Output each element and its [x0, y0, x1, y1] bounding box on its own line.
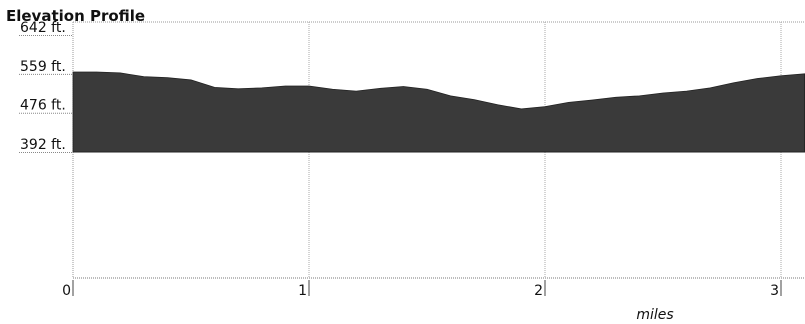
- y-tick-label: 559 ft.: [20, 59, 66, 75]
- x-tick-label: 1: [298, 283, 307, 299]
- chart-title: Elevation Profile: [6, 7, 146, 25]
- x-tick-label: 3: [770, 283, 779, 299]
- elevation-area: [72, 71, 805, 153]
- x-axis-title: miles: [636, 307, 673, 323]
- area-layer: [72, 71, 805, 153]
- x-tick-label: 2: [534, 283, 543, 299]
- y-tick-label: 642 ft.: [20, 20, 66, 36]
- y-tick-label: 476 ft.: [20, 98, 66, 114]
- y-tick-label: 392 ft.: [20, 137, 66, 153]
- axis-layer: 642 ft. 559 ft. 476 ft. 392 ft. 0 1 2 3: [20, 20, 782, 299]
- x-tick-label: 0: [62, 283, 71, 299]
